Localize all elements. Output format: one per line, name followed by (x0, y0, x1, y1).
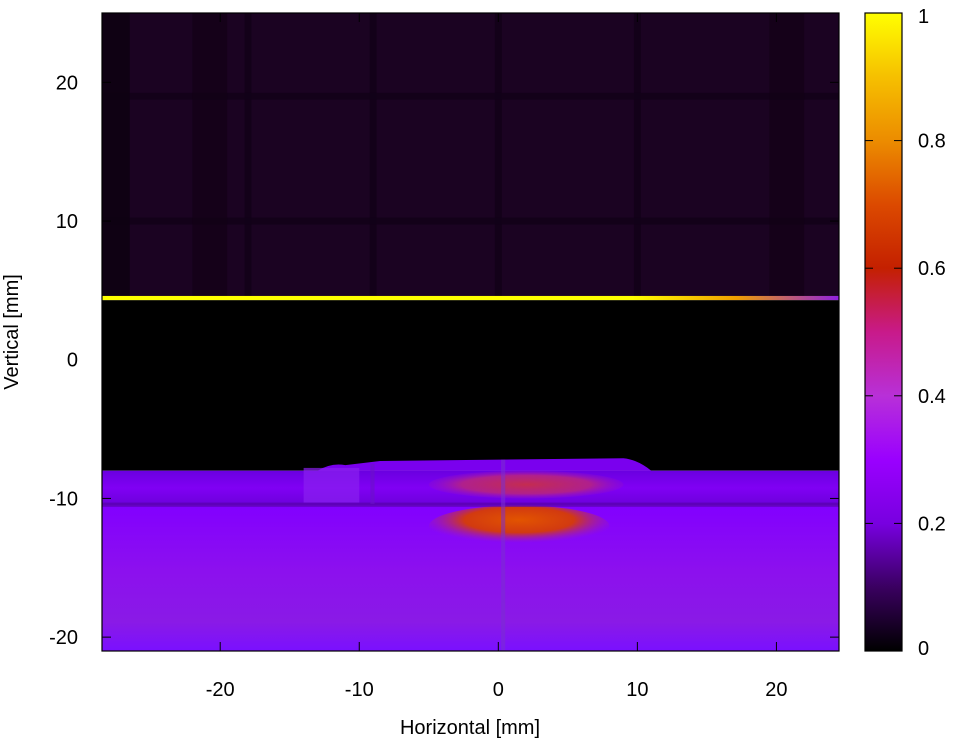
colorbar-tick-label: 0 (918, 638, 929, 660)
slab-seam (102, 502, 839, 507)
upper-field-right-shadow (769, 13, 805, 296)
upper-field-stripe-3 (633, 13, 641, 296)
colorbar (865, 13, 902, 651)
y-axis: -20 -10 0 10 20 (49, 72, 839, 649)
upper-field-band-1 (102, 217, 839, 225)
upper-field-stripe-0 (244, 13, 252, 296)
upper-field-left-edge (102, 13, 130, 296)
colorbar-frame (864, 12, 903, 652)
bright-line (102, 295, 839, 301)
colorbar-axis: 0 0.2 0.4 0.6 0.8 1 (865, 6, 946, 660)
x-axis-label: Horizontal [mm] (400, 717, 540, 739)
y-tick-label: -20 (49, 627, 78, 649)
colorbar-tick-label: 0.4 (918, 386, 946, 408)
lower-hotspot (428, 505, 610, 547)
plot-frame (101, 12, 840, 652)
colorbar-tick-label: 0.6 (918, 258, 946, 280)
y-tick-label: 10 (56, 211, 78, 233)
colorbar-tick-label: 1 (918, 6, 929, 28)
x-tick-label: -20 (206, 679, 235, 701)
y-tick-label: -10 (49, 488, 78, 510)
center-split (501, 459, 506, 651)
upper-field-left-shadow (192, 13, 228, 296)
y-tick-label: 0 (67, 350, 78, 372)
y-tick-label: 20 (56, 72, 78, 94)
dark-band (102, 300, 839, 471)
heatmap-image (102, 13, 839, 651)
slab-left-lobe (303, 467, 360, 503)
upper-field-band-0 (102, 92, 839, 100)
x-tick-label: 20 (765, 679, 787, 701)
upper-hotspot (428, 470, 624, 499)
colorbar-tick-label: 0.8 (918, 131, 946, 153)
upper-field-stripe-1 (369, 13, 377, 296)
x-axis: -20 -10 0 10 20 (206, 13, 788, 701)
colorbar-tick-label: 0.2 (918, 513, 946, 535)
x-tick-label: 10 (626, 679, 648, 701)
y-axis-label: Vertical [mm] (1, 274, 23, 390)
left-split (370, 463, 375, 504)
x-tick-label: 0 (493, 679, 504, 701)
upper-field-stripe-2 (494, 13, 502, 296)
x-tick-label: -10 (345, 679, 374, 701)
slab-ridge (317, 458, 652, 471)
